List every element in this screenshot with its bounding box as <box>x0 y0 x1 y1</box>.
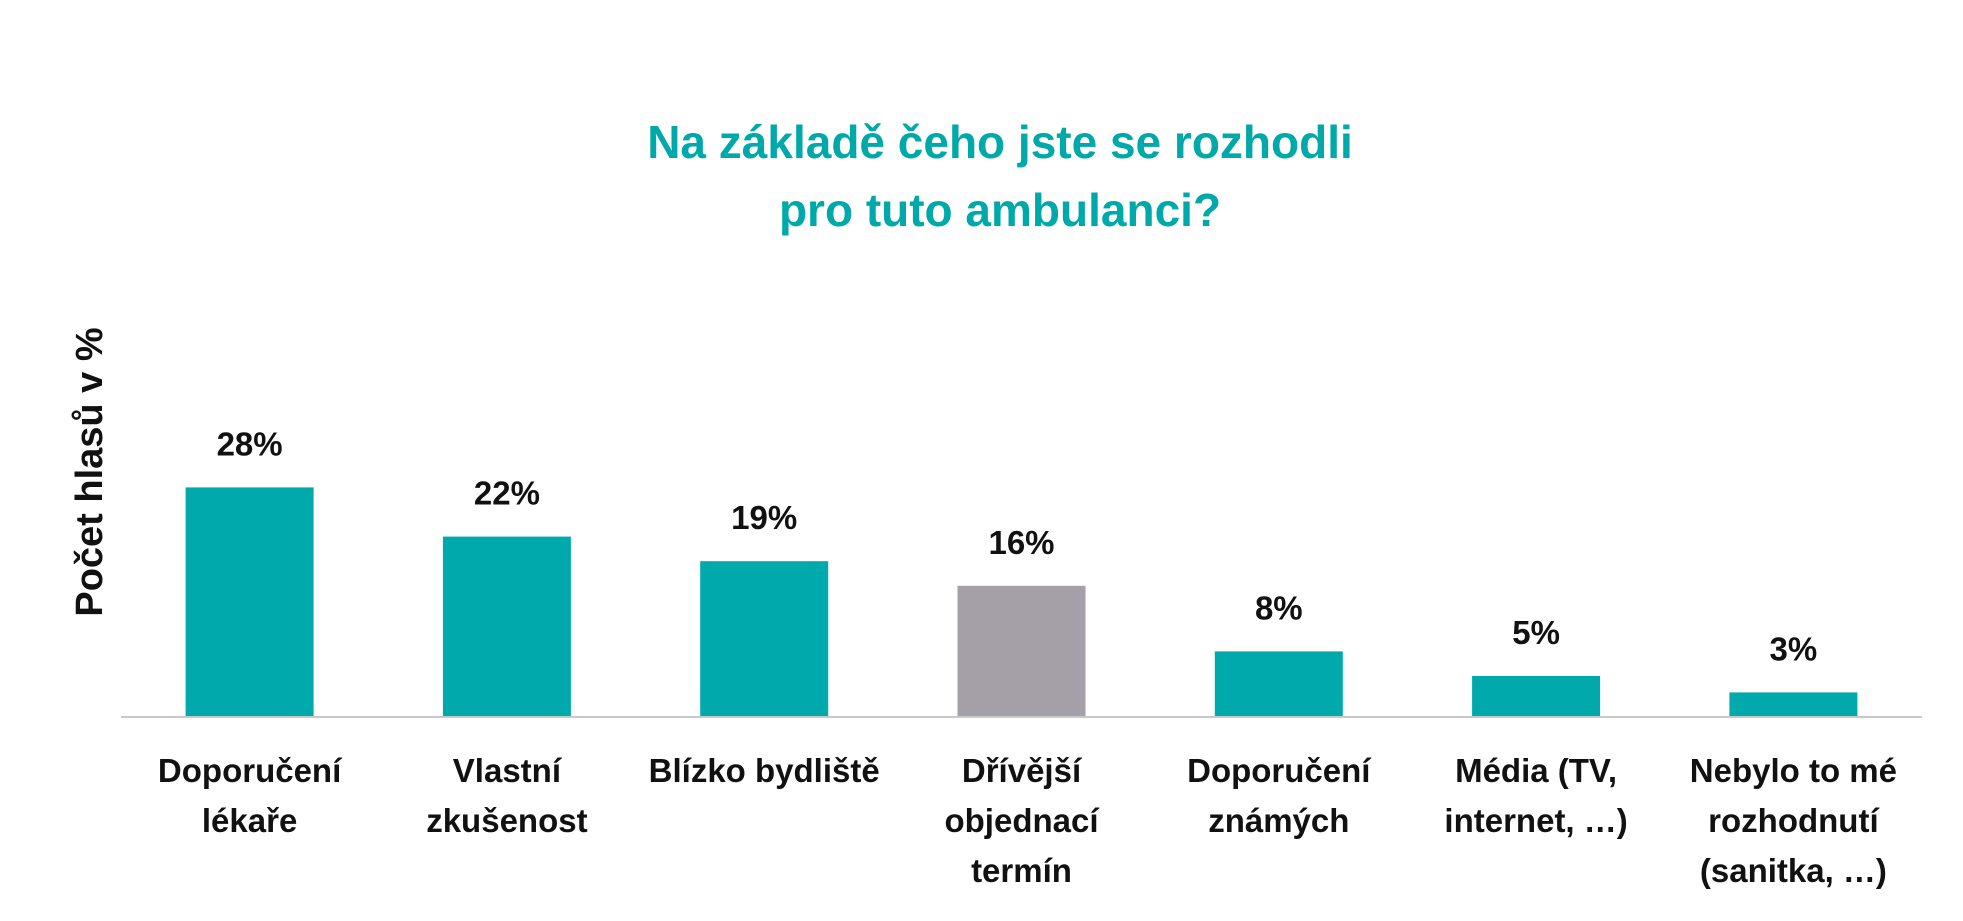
data-labels-group: 28% 22% 19% 16% 8% 5% 3% <box>217 425 1818 667</box>
data-label-2: 19% <box>731 499 797 536</box>
x-tick-label-3-line-2: termín <box>971 852 1072 889</box>
data-label-3: 16% <box>988 524 1054 561</box>
data-label-1: 22% <box>474 475 540 512</box>
bar-0 <box>185 487 314 717</box>
chart-title-line-1: Na základě čeho jste se rozhodli <box>647 116 1353 168</box>
bar-2 <box>700 561 829 717</box>
bar-5 <box>1472 676 1601 717</box>
x-tick-label-4-line-1: známých <box>1208 802 1349 839</box>
x-tick-label-2-line-0: Blízko bydliště <box>649 752 880 789</box>
x-tick-label-5-line-0: Média (TV, <box>1455 752 1617 789</box>
bar-4 <box>1214 651 1343 717</box>
bars-group <box>185 487 1858 717</box>
chart-title-line-2: pro tuto ambulanci? <box>779 184 1221 236</box>
x-tick-label-3-line-0: Dřívější <box>962 752 1083 789</box>
x-tick-label-3-line-1: objednací <box>944 802 1100 839</box>
data-label-0: 28% <box>217 425 283 462</box>
x-tick-label-6-line-2: (sanitka, …) <box>1700 852 1887 889</box>
data-label-6: 3% <box>1770 630 1818 667</box>
x-tick-label-6-line-1: rozhodnutí <box>1708 802 1880 839</box>
data-label-5: 5% <box>1512 614 1560 651</box>
x-tick-label-0-line-0: Doporučení <box>158 752 343 789</box>
x-tick-label-1-line-1: zkušenost <box>426 802 587 839</box>
x-tick-label-6-line-0: Nebylo to mé <box>1690 752 1897 789</box>
y-axis-label: Počet hlasů v % <box>69 327 111 616</box>
x-tick-label-1-line-0: Vlastní <box>453 752 563 789</box>
x-tick-labels-group: Doporučení lékaře Vlastní zkušenost Blízko b… <box>158 752 1897 889</box>
bar-3 <box>957 585 1086 717</box>
data-label-4: 8% <box>1255 589 1303 626</box>
x-tick-label-5-line-1: internet, …) <box>1444 802 1627 839</box>
bar-1 <box>442 536 571 717</box>
x-tick-label-0-line-1: lékaře <box>202 802 297 839</box>
x-tick-label-4-line-0: Doporučení <box>1187 752 1372 789</box>
bar-6 <box>1729 692 1858 717</box>
